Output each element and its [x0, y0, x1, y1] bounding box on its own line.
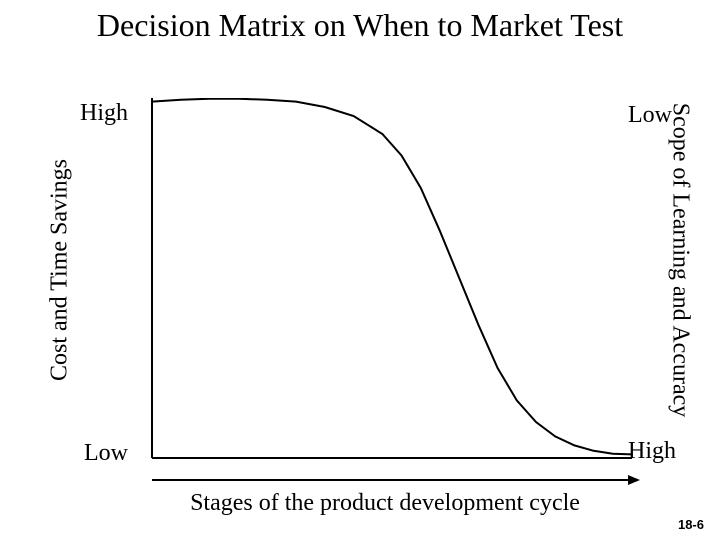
decision-matrix-chart — [150, 98, 650, 498]
page-title: Decision Matrix on When to Market Test — [0, 8, 720, 43]
axis-label-top-left: High — [80, 100, 128, 127]
y-axis-left-label: Cost and Time Savings — [47, 159, 72, 381]
slide: Decision Matrix on When to Market Test H… — [0, 0, 720, 540]
x-axis-arrow-head — [628, 475, 640, 485]
slide-number: 18-6 — [678, 517, 704, 532]
s-curve — [152, 99, 632, 455]
y-axis-right-label: Scope of Learning and Accuracy — [667, 103, 692, 418]
axis-label-bottom-left: Low — [84, 440, 128, 467]
